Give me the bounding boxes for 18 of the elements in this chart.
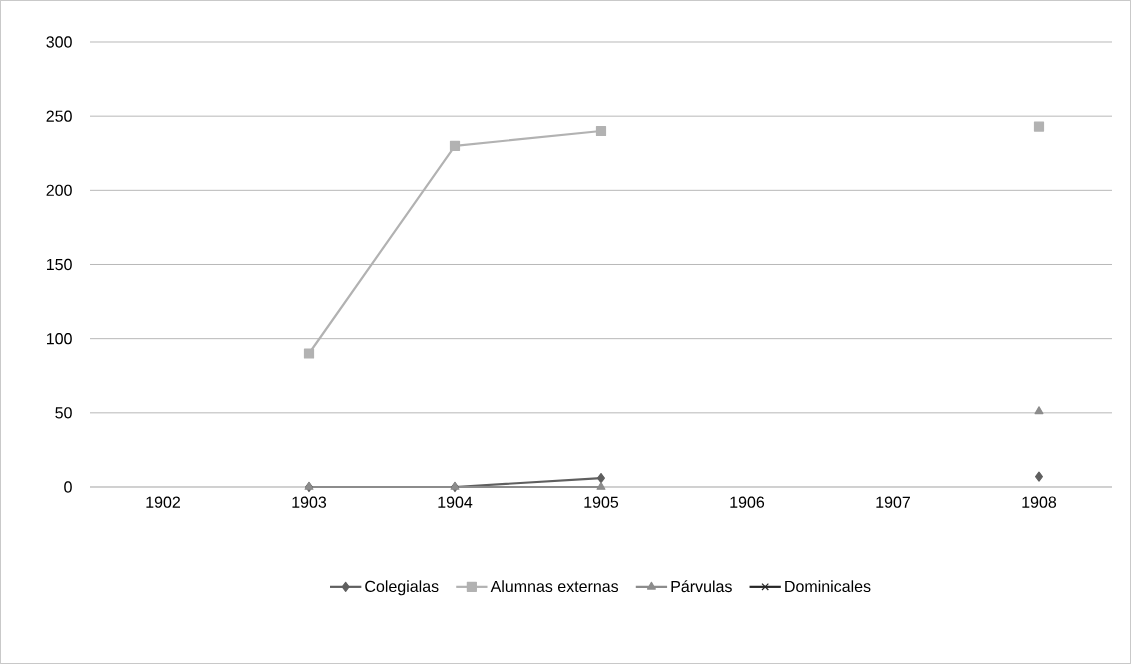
- y-tick-label: 150: [47, 258, 72, 271]
- x-tick-label: 1908: [1022, 496, 1057, 508]
- legend-label: Alumnas externas: [490, 580, 619, 593]
- y-tick-label: 200: [46, 184, 72, 196]
- legend-label: Párvulas: [671, 580, 732, 593]
- legend-label: Dominicales: [785, 580, 871, 593]
- x-tick-label: 1902: [146, 496, 180, 508]
- y-tick-label: 100: [47, 333, 72, 345]
- y-tick-label: 50: [55, 407, 72, 419]
- y-tick-label: 0: [64, 481, 72, 493]
- x-tick-label: 1906: [730, 496, 765, 508]
- y-tick-label: 300: [46, 36, 72, 48]
- x-tick-label: 1904: [438, 496, 473, 508]
- x-tick-label: 1905: [584, 496, 619, 508]
- x-tick-label: 1907: [876, 496, 910, 508]
- y-tick-label: 250: [46, 110, 72, 122]
- x-tick-label: 1903: [292, 496, 327, 508]
- legend-label: Colegialas: [365, 580, 439, 596]
